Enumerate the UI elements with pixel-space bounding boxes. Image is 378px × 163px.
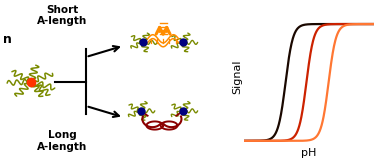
Text: Long
A-length: Long A-length — [37, 130, 87, 152]
Y-axis label: Signal: Signal — [232, 59, 242, 94]
Text: n: n — [3, 33, 12, 46]
Text: Short
A-length: Short A-length — [37, 5, 87, 27]
X-axis label: pH: pH — [301, 148, 317, 158]
